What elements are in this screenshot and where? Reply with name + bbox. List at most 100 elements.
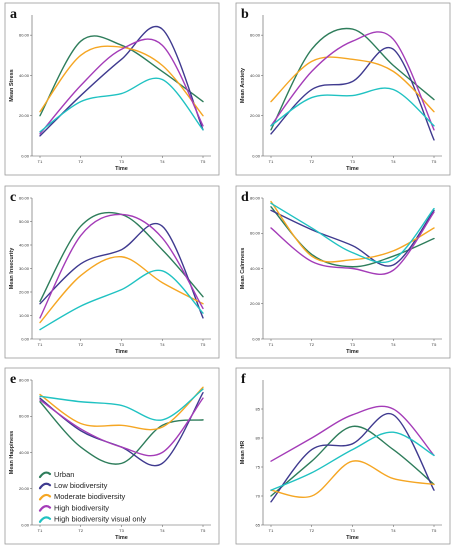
y-tick-label: 60.00 bbox=[19, 195, 30, 200]
panel-c: c 0.00 10.00 20.00 30.00 40.00 50.00 60.00 T1 T2 T… bbox=[4, 185, 220, 359]
y-axis-label: Mean Anxiety bbox=[240, 67, 246, 103]
y-tick-label: 40.00 bbox=[250, 73, 261, 78]
series-line-high-biodiversity bbox=[39, 397, 204, 457]
panel-letter: e bbox=[10, 372, 16, 387]
x-tick-label: T4 bbox=[160, 342, 165, 347]
series-line-high-biodiversity bbox=[270, 31, 435, 131]
y-tick-label: 80 bbox=[256, 435, 261, 440]
panel-d: d 0.00 20.00 40.00 60.00 80.00 T1 T2 T3 T4 T5 Time M… bbox=[235, 185, 451, 359]
legend-label: Moderate biodiversity bbox=[54, 492, 126, 501]
series-line-urban bbox=[270, 425, 435, 497]
y-tick-label: 80.00 bbox=[250, 195, 261, 200]
x-tick-label: T2 bbox=[309, 159, 314, 164]
series-line-urban bbox=[270, 27, 435, 131]
x-tick-label: T4 bbox=[391, 528, 396, 533]
y-tick-label: 40.00 bbox=[19, 450, 30, 455]
x-tick-label: T1 bbox=[269, 342, 274, 347]
y-tick-label: 0.00 bbox=[252, 153, 261, 158]
panel-frame bbox=[4, 185, 220, 359]
series-line-low-biodiversity bbox=[270, 209, 435, 267]
x-tick-label: T5 bbox=[201, 342, 206, 347]
y-tick-label: 30.00 bbox=[19, 266, 30, 271]
x-axis-label: Time bbox=[346, 166, 359, 172]
x-tick-label: T5 bbox=[201, 528, 206, 533]
panel-letter: f bbox=[241, 372, 246, 387]
series-line-moderate-biodiversity bbox=[270, 200, 435, 263]
x-axis-label: Time bbox=[346, 349, 359, 355]
series-line-high-biodiversity-visual-only bbox=[270, 202, 435, 264]
y-tick-label: 40.00 bbox=[19, 242, 30, 247]
x-axis-label: Time bbox=[115, 349, 128, 355]
panel-f: f 65 70 75 80 85 T1 T2 T3 T4 T5 Time Mean HR bbox=[235, 367, 451, 545]
legend-swatch bbox=[38, 471, 52, 479]
y-tick-label: 75 bbox=[256, 464, 261, 469]
x-tick-label: T2 bbox=[78, 528, 83, 533]
x-tick-label: T3 bbox=[350, 342, 355, 347]
y-tick-label: 0.00 bbox=[252, 336, 261, 341]
series-line-high-biodiversity-visual-only bbox=[39, 388, 204, 421]
legend-item-urban: Urban bbox=[38, 470, 74, 479]
y-axis-label: Mean Stress bbox=[9, 69, 15, 101]
x-tick-label: T5 bbox=[432, 528, 437, 533]
panels: a 0.00 20.00 40.00 60.00 T1 T2 T3 T4 T5 Time Mean S… bbox=[4, 2, 451, 545]
y-tick-label: 20.00 bbox=[250, 301, 261, 306]
series-line-high-biodiversity bbox=[39, 213, 204, 319]
series-line-moderate-biodiversity bbox=[270, 460, 435, 498]
series-line-high-biodiversity-visual-only bbox=[39, 269, 204, 331]
panel-letter: d bbox=[241, 190, 249, 205]
series-line-low-biodiversity bbox=[39, 223, 204, 319]
y-axis-label: Mean Calmness bbox=[240, 248, 246, 290]
x-tick-label: T1 bbox=[269, 528, 274, 533]
y-axis-label: Mean HR bbox=[240, 441, 246, 465]
x-tick-label: T5 bbox=[201, 159, 206, 164]
panel-letter: c bbox=[10, 190, 16, 205]
y-tick-label: 0.00 bbox=[21, 336, 30, 341]
y-tick-label: 60.00 bbox=[250, 231, 261, 236]
x-tick-label: T1 bbox=[38, 528, 43, 533]
panel-b: b 0.00 20.00 40.00 60.00 T1 T2 T3 T4 T5 Time Mean A… bbox=[235, 2, 451, 176]
panel-frame bbox=[235, 367, 451, 545]
x-tick-label: T4 bbox=[391, 342, 396, 347]
legend: Urban Low biodiversity Moderate biodiversi… bbox=[38, 470, 146, 524]
series-line-high-biodiversity-visual-only bbox=[39, 77, 204, 133]
legend-label: Low biodiversity bbox=[54, 481, 108, 490]
x-tick-label: T1 bbox=[38, 159, 43, 164]
panel-e: e 0.00 20.00 40.00 60.00 80.00 T1 T2 T3 T4 T5 Time M… bbox=[4, 367, 220, 545]
y-axis-label: Mean Insecurity bbox=[9, 247, 15, 290]
x-tick-label: T3 bbox=[350, 159, 355, 164]
x-tick-label: T3 bbox=[350, 528, 355, 533]
series-line-low-biodiversity bbox=[39, 25, 204, 137]
legend-swatch bbox=[38, 516, 52, 523]
series-line-low-biodiversity bbox=[270, 46, 435, 141]
y-tick-label: 20.00 bbox=[19, 289, 30, 294]
legend-label: High biodiversity visual only bbox=[54, 515, 146, 524]
legend-swatch bbox=[38, 505, 52, 512]
series-line-high-biodiversity-visual-only bbox=[270, 87, 435, 127]
panel-letter: b bbox=[241, 7, 249, 22]
series-line-urban bbox=[39, 35, 204, 117]
y-tick-label: 70 bbox=[256, 493, 261, 498]
x-tick-label: T1 bbox=[269, 159, 274, 164]
x-axis-label: Time bbox=[115, 166, 128, 172]
y-tick-label: 65 bbox=[256, 522, 261, 527]
legend-item-moderate-biodiversity: Moderate biodiversity bbox=[38, 492, 126, 501]
y-tick-label: 40.00 bbox=[19, 73, 30, 78]
y-tick-label: 20.00 bbox=[250, 113, 261, 118]
y-tick-label: 60.00 bbox=[250, 33, 261, 38]
y-tick-label: 80.00 bbox=[19, 377, 30, 382]
y-tick-label: 0.00 bbox=[21, 153, 30, 158]
series-line-high-biodiversity bbox=[270, 211, 435, 275]
y-tick-label: 0.00 bbox=[21, 522, 30, 527]
x-tick-label: T2 bbox=[309, 342, 314, 347]
x-tick-label: T4 bbox=[391, 159, 396, 164]
x-axis-label: Time bbox=[115, 535, 128, 541]
series-line-high-biodiversity-visual-only bbox=[270, 431, 435, 491]
y-tick-label: 40.00 bbox=[250, 266, 261, 271]
y-tick-label: 85 bbox=[256, 406, 261, 411]
y-tick-label: 10.00 bbox=[19, 313, 30, 318]
y-axis-label: Mean Happiness bbox=[9, 431, 15, 474]
y-tick-label: 60.00 bbox=[19, 33, 30, 38]
series-line-high-biodiversity bbox=[39, 38, 204, 135]
series-line-moderate-biodiversity bbox=[39, 386, 204, 431]
